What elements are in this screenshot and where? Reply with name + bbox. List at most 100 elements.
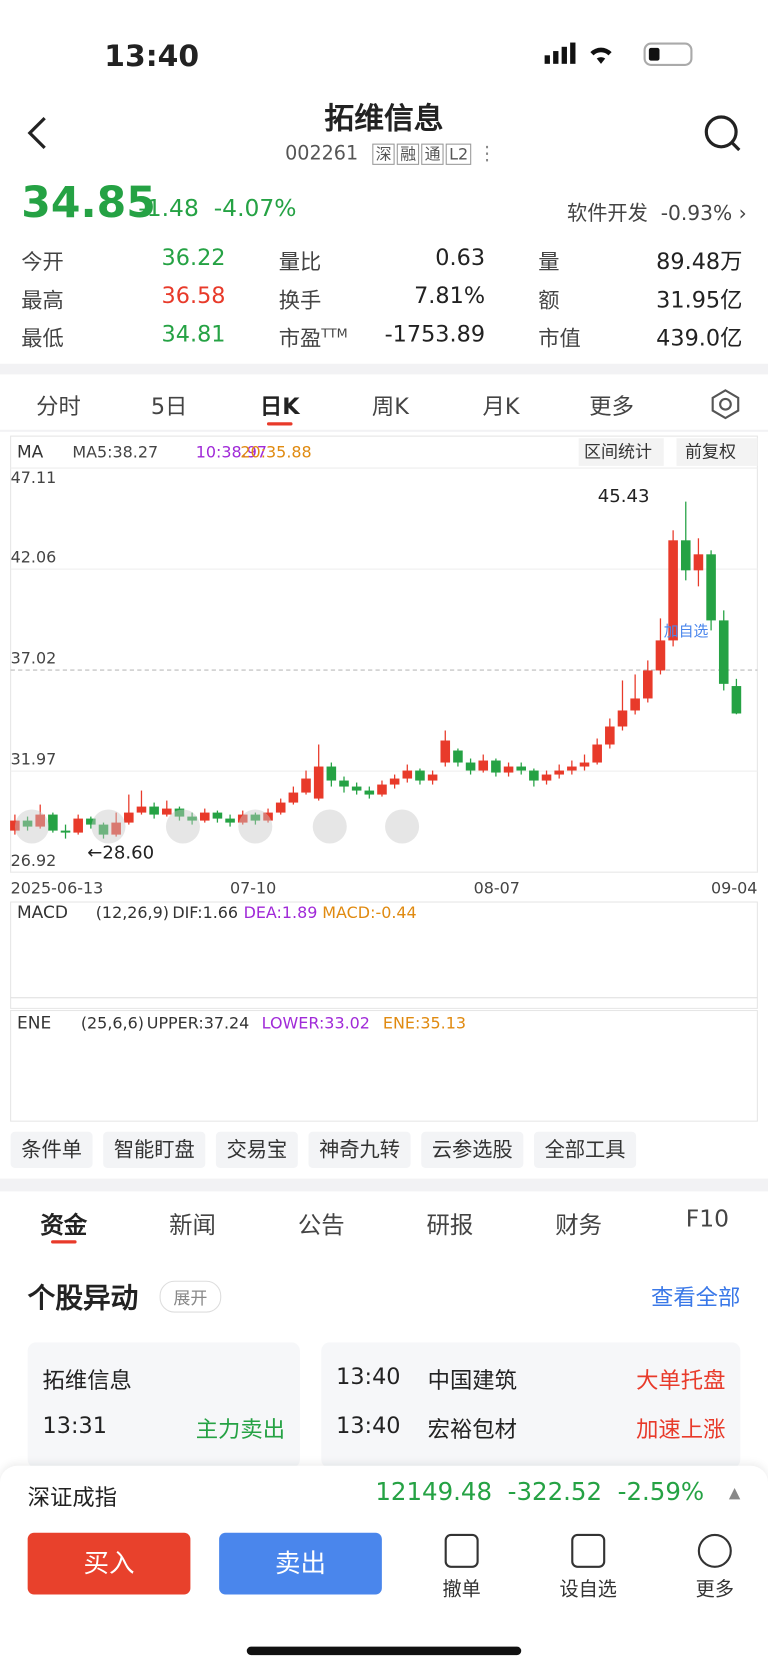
stat-label: 市值: [538, 325, 581, 352]
tag: L2: [445, 143, 472, 165]
stat-label: 额: [538, 287, 560, 313]
macd-dif: DIF:1.66: [172, 903, 238, 922]
candle-body: [212, 812, 223, 819]
candle-body: [339, 780, 349, 787]
candle-body: [35, 814, 45, 827]
candle-body: [48, 814, 58, 831]
candle-body: [529, 770, 539, 781]
period-tab[interactable]: 分时: [36, 393, 81, 420]
candle-body: [465, 762, 476, 771]
stat-label: 量: [538, 248, 560, 275]
candle-body: [440, 740, 451, 763]
card-event: 加速上涨: [636, 1416, 726, 1443]
back[interactable]: [21, 112, 53, 155]
stat-label: 换手: [278, 287, 322, 313]
candle-body: [402, 770, 413, 779]
news-tab[interactable]: 公告: [297, 1212, 345, 1240]
tool[interactable]: 智能盯盘: [103, 1131, 206, 1168]
period-tab[interactable]: 更多: [589, 393, 634, 420]
candle-body: [491, 760, 501, 773]
stat-value: 36.58: [161, 282, 226, 309]
period-tab[interactable]: 5日: [150, 393, 188, 420]
stat-label: 最高: [21, 287, 64, 313]
see-all[interactable]: 查看全部: [650, 1284, 741, 1311]
y-tick-label: 47.11: [11, 468, 57, 487]
action-icon: [697, 1533, 732, 1568]
x-date: 07-10: [230, 879, 276, 898]
ma5: MA5:38.27: [72, 442, 158, 461]
stat-value: 0.63: [435, 244, 486, 271]
period-tab[interactable]: 日K: [259, 393, 300, 420]
period-tab[interactable]: 月K: [482, 393, 520, 420]
candle-body: [174, 808, 185, 817]
change-abs: -1.48: [138, 195, 199, 223]
candle-body: [149, 806, 159, 815]
candle-body: [162, 808, 172, 815]
ene-frame: [10, 1009, 758, 1122]
candle-body: [541, 774, 552, 781]
action[interactable]: 设自选: [559, 1578, 617, 1601]
tab-underline: [266, 422, 293, 426]
adjust-button: 前复权: [685, 442, 736, 462]
candle-body: [503, 766, 514, 773]
news-tab[interactable]: 新闻: [169, 1212, 216, 1240]
tool[interactable]: 条件单: [10, 1131, 93, 1168]
stat-label: 今开: [21, 248, 64, 275]
candle-body: [187, 816, 197, 821]
index-value: 12149.48: [375, 1478, 493, 1507]
index-name: 深证成指: [27, 1484, 118, 1511]
ene-lower: LOWER:33.02: [262, 1014, 370, 1033]
news-tab[interactable]: 研报: [426, 1212, 474, 1240]
clock: 13:40: [104, 38, 200, 74]
tool[interactable]: 云参选股: [421, 1131, 524, 1168]
card-event: 大单托盘: [636, 1367, 726, 1394]
section-title: 个股异动: [27, 1282, 139, 1315]
candle-body: [680, 540, 691, 571]
search[interactable]: [702, 113, 745, 156]
candle-body: [478, 760, 489, 771]
buy[interactable]: 买入: [27, 1532, 191, 1595]
candle-body: [364, 790, 375, 795]
sector[interactable]: 软件开发 -0.93% ›: [566, 202, 747, 226]
candle-body: [592, 744, 602, 763]
zoom-button: [312, 809, 347, 844]
sell[interactable]: 卖出: [219, 1532, 382, 1595]
y-tick-label: 37.02: [11, 649, 57, 668]
candle-body: [98, 824, 109, 835]
sector-pct: -0.93%: [660, 202, 733, 226]
add-watch: 加自选: [664, 622, 709, 640]
candle-body: [22, 820, 33, 827]
stat-value: 36.22: [161, 244, 226, 271]
action[interactable]: 更多: [695, 1578, 734, 1601]
ene-value: ENE:35.13: [383, 1014, 466, 1033]
candle-body: [516, 766, 527, 771]
settings[interactable]: [708, 387, 742, 421]
candle-body: [617, 710, 628, 727]
x-date: 08-07: [474, 879, 520, 898]
card-time: 13:40: [336, 1363, 401, 1390]
index-quote: 12149.48 -322.52 -2.59%: [375, 1479, 704, 1507]
action[interactable]: 撤单: [442, 1578, 481, 1601]
tool[interactable]: 神奇九转: [308, 1131, 411, 1168]
news-tab[interactable]: 资金: [40, 1212, 88, 1240]
candle-body: [263, 812, 273, 821]
candle-body: [225, 818, 235, 823]
tag: 深: [372, 143, 395, 165]
news-tab[interactable]: 财务: [555, 1212, 603, 1240]
candle-body: [124, 812, 134, 823]
expand[interactable]: 展开: [159, 1280, 222, 1313]
ma10: 10:38.97: [196, 442, 267, 461]
candle-body: [351, 786, 362, 791]
zoom-button: [91, 809, 126, 844]
stat-value: 31.95亿: [656, 287, 743, 313]
tool[interactable]: 全部工具: [533, 1131, 637, 1168]
candle-body: [288, 792, 299, 803]
macd-params: (12,26,9): [96, 903, 169, 922]
stat-value: -1753.89: [384, 321, 486, 347]
tool[interactable]: 交易宝: [215, 1131, 298, 1168]
news-tab[interactable]: F10: [685, 1206, 729, 1233]
tag: 融: [396, 143, 420, 165]
period-tab[interactable]: 周K: [371, 393, 409, 420]
candle-body: [326, 766, 337, 781]
